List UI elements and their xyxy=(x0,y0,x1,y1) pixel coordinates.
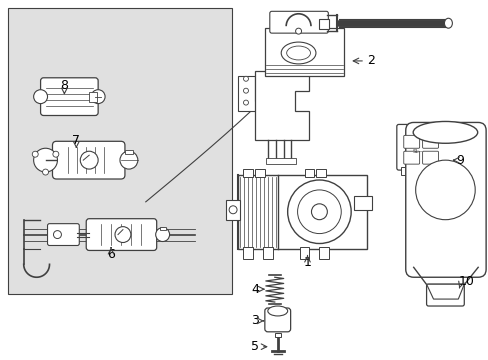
Circle shape xyxy=(120,151,138,169)
Circle shape xyxy=(243,76,248,81)
FancyBboxPatch shape xyxy=(41,78,98,116)
Bar xyxy=(304,169,314,177)
Circle shape xyxy=(243,100,248,105)
FancyBboxPatch shape xyxy=(47,224,79,246)
Circle shape xyxy=(34,148,57,172)
Bar xyxy=(263,247,272,260)
Text: 1: 1 xyxy=(303,256,311,269)
Polygon shape xyxy=(426,284,463,299)
Ellipse shape xyxy=(267,306,287,316)
Bar xyxy=(254,169,264,177)
Circle shape xyxy=(32,151,38,157)
FancyBboxPatch shape xyxy=(269,11,327,33)
FancyBboxPatch shape xyxy=(403,151,419,164)
Text: 6: 6 xyxy=(107,248,115,261)
Circle shape xyxy=(42,169,48,175)
Bar xyxy=(89,92,97,102)
FancyBboxPatch shape xyxy=(422,151,438,164)
Polygon shape xyxy=(254,71,309,140)
Bar xyxy=(264,28,344,76)
Bar xyxy=(238,175,366,249)
FancyBboxPatch shape xyxy=(403,135,419,148)
Ellipse shape xyxy=(286,46,310,60)
Ellipse shape xyxy=(444,18,451,28)
Bar xyxy=(225,200,240,220)
Text: 3: 3 xyxy=(250,314,258,327)
FancyBboxPatch shape xyxy=(422,135,438,148)
Text: 7: 7 xyxy=(72,134,80,147)
Bar xyxy=(160,227,165,230)
Circle shape xyxy=(295,28,301,34)
Text: 9: 9 xyxy=(455,154,463,167)
FancyBboxPatch shape xyxy=(426,284,463,306)
Circle shape xyxy=(53,151,59,157)
FancyBboxPatch shape xyxy=(264,308,290,332)
Bar xyxy=(274,333,280,337)
FancyBboxPatch shape xyxy=(86,219,156,251)
Circle shape xyxy=(297,190,341,234)
Bar xyxy=(299,247,309,260)
Bar xyxy=(265,158,295,164)
Bar xyxy=(243,247,252,260)
Text: 5: 5 xyxy=(250,340,258,353)
FancyBboxPatch shape xyxy=(52,141,124,179)
Circle shape xyxy=(155,228,169,242)
Bar xyxy=(124,150,133,154)
Bar xyxy=(316,169,325,177)
Circle shape xyxy=(34,90,47,104)
Text: 10: 10 xyxy=(457,275,473,288)
Ellipse shape xyxy=(281,42,315,64)
Text: SL~: SL~ xyxy=(412,149,424,154)
Circle shape xyxy=(229,206,237,214)
Circle shape xyxy=(243,88,248,93)
Circle shape xyxy=(115,227,131,243)
Bar xyxy=(243,169,252,177)
Text: 4: 4 xyxy=(250,283,258,296)
Text: 2: 2 xyxy=(366,54,374,67)
Circle shape xyxy=(311,204,326,220)
Polygon shape xyxy=(238,76,262,111)
Text: 8: 8 xyxy=(61,79,68,92)
Polygon shape xyxy=(8,8,232,294)
FancyBboxPatch shape xyxy=(396,125,451,170)
Circle shape xyxy=(415,160,474,220)
Circle shape xyxy=(80,151,98,169)
Bar xyxy=(319,247,328,260)
Bar xyxy=(353,196,371,210)
Bar xyxy=(400,167,447,175)
FancyBboxPatch shape xyxy=(405,122,485,277)
Circle shape xyxy=(53,231,61,239)
Bar xyxy=(319,19,328,29)
Circle shape xyxy=(287,180,350,243)
Ellipse shape xyxy=(412,121,477,143)
Circle shape xyxy=(91,90,105,104)
